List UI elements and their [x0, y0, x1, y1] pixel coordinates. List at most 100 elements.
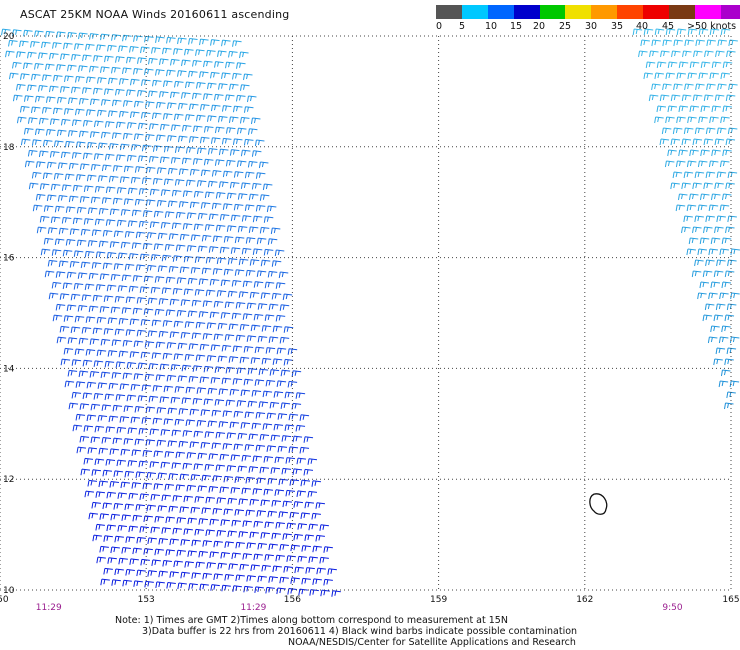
wind-barb [230, 247, 241, 254]
wind-barb [83, 425, 94, 432]
wind-barb [86, 381, 97, 389]
colorbar-segment [513, 5, 540, 19]
colorbar-labels: 0 5 10 15 20 25 30 35 40 45 >50 knots [430, 21, 740, 33]
wind-barb [68, 402, 79, 410]
wind-barb [104, 153, 115, 161]
wind-barb [130, 383, 141, 391]
wind-barb [213, 93, 224, 101]
wind-barb [94, 218, 105, 226]
wind-barb [216, 290, 227, 297]
wind-barb [260, 499, 271, 507]
wind-barb [724, 358, 734, 366]
wind-barb [121, 274, 132, 282]
wind-barb [58, 260, 69, 268]
wind-barb [144, 373, 155, 381]
wind-barb [146, 264, 157, 272]
wind-barb [168, 233, 179, 240]
wind-barb [258, 368, 269, 376]
wind-barb [49, 151, 60, 158]
wind-barb [292, 468, 303, 475]
wind-barb [43, 205, 54, 212]
wind-barb [686, 160, 697, 168]
lat-tick-label: 10 [3, 586, 15, 596]
wind-barb [229, 181, 240, 189]
wind-barb [125, 329, 136, 336]
wind-barb [705, 171, 716, 179]
wind-barb [195, 354, 206, 362]
wind-barb [206, 355, 217, 362]
wind-barb [122, 34, 132, 42]
wind-barb [172, 287, 183, 295]
wind-barb [278, 478, 289, 486]
wind-barb [116, 187, 127, 194]
wind-barb [178, 168, 189, 175]
wind-barb [166, 581, 176, 589]
wind-barb [209, 311, 220, 319]
wind-barb [130, 416, 141, 424]
wind-barb [171, 429, 182, 437]
wind-barb [721, 193, 732, 201]
wind-barb [168, 265, 179, 273]
wind-barb [299, 446, 310, 454]
wind-barb [92, 294, 103, 302]
wind-barb [247, 368, 258, 375]
wind-barb [91, 262, 102, 269]
wind-barb [221, 72, 231, 79]
wind-barb [250, 357, 261, 364]
wind-barb [251, 182, 262, 190]
wind-barb [149, 461, 160, 468]
wind-barb [299, 414, 310, 421]
wind-barb [173, 320, 184, 328]
colorbar-segment [436, 5, 462, 19]
wind-barb [643, 28, 654, 36]
colorbar-tick-label: 20 [533, 21, 546, 32]
wind-barb [200, 409, 211, 416]
wind-barb [693, 50, 703, 58]
wind-barb [163, 178, 174, 186]
wind-barb [275, 554, 285, 562]
wind-barb [38, 52, 48, 59]
wind-barb [248, 193, 259, 201]
wind-barb [717, 39, 727, 47]
lat-tick-label: 16 [3, 254, 15, 264]
wind-barb [167, 407, 178, 415]
wind-barb [157, 265, 168, 273]
wind-barb [179, 266, 190, 274]
wind-barb [242, 280, 253, 288]
wind-barb [97, 142, 108, 150]
wind-barb [94, 185, 105, 193]
wind-barb [77, 272, 88, 279]
wind-barb [183, 288, 194, 296]
wind-barb [304, 534, 314, 541]
wind-barb [654, 72, 664, 80]
wind-barb [184, 561, 194, 568]
wind-barb [163, 418, 174, 425]
wind-barb [56, 129, 67, 137]
wind-barb [268, 336, 279, 343]
wind-barb [186, 452, 197, 459]
wind-barb [243, 346, 254, 353]
wind-barb [61, 184, 72, 191]
wind-barb [677, 193, 688, 201]
wind-barb [34, 128, 45, 136]
wind-barb [687, 28, 698, 36]
wind-barb [707, 336, 718, 344]
wind-barb [252, 215, 263, 223]
wind-barb [649, 50, 659, 58]
wind-barb [287, 348, 298, 355]
wind-barb [246, 302, 257, 310]
wind-barb [78, 370, 89, 378]
wind-barb [201, 234, 212, 242]
wind-barb [12, 61, 22, 69]
wind-barb [164, 451, 175, 458]
wind-barb [154, 548, 164, 556]
wind-barb [97, 77, 107, 84]
wind-barb [247, 400, 258, 408]
wind-barb [131, 209, 142, 217]
wind-barb [316, 567, 326, 575]
colorbar-tick-label: 30 [585, 21, 598, 32]
wind-barb [703, 182, 713, 190]
wind-barb [63, 42, 73, 50]
wind-barb [286, 522, 296, 530]
wind-barb [243, 585, 253, 593]
